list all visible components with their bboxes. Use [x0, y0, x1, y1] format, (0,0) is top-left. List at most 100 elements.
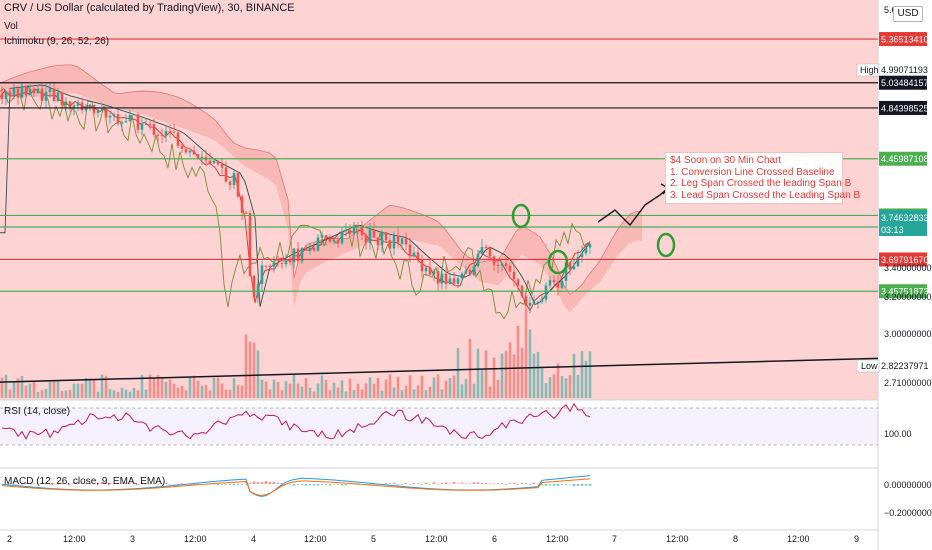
price-level-tag	[879, 252, 927, 267]
price-axis-tick: 3.00000000	[884, 329, 932, 339]
macd-histogram-bar	[180, 483, 184, 485]
price-axis-tick: 3.40000000	[884, 263, 932, 273]
macd-histogram-bar	[520, 482, 524, 484]
macd-histogram-bar	[48, 484, 52, 485]
macd-histogram-bar	[472, 482, 476, 484]
volume-bar	[540, 366, 544, 398]
volume-bar	[212, 377, 216, 398]
candle	[108, 115, 112, 118]
current-price-label: 3.74632833	[881, 213, 929, 223]
volume-bar	[496, 379, 500, 398]
candle	[176, 132, 180, 146]
candle	[368, 229, 372, 243]
macd-axis-tick: 0.00000000	[884, 480, 932, 490]
volume-bar	[568, 375, 572, 398]
candle	[392, 235, 396, 249]
candle	[48, 88, 52, 92]
candle	[180, 145, 184, 150]
volume-bar	[204, 384, 208, 398]
volume-bar	[28, 383, 32, 398]
candle	[104, 108, 108, 118]
candle	[124, 121, 128, 123]
volume-bar	[188, 376, 192, 398]
time-axis-label: 5	[371, 534, 376, 544]
candle	[76, 102, 80, 106]
macd-histogram-bar	[76, 482, 80, 484]
volume-bar	[576, 374, 580, 398]
macd-histogram-bar	[276, 482, 280, 484]
volume-bar	[16, 378, 20, 398]
candle	[472, 266, 476, 275]
macd-histogram-bar	[424, 482, 428, 484]
volume-bar	[100, 374, 104, 398]
macd-histogram-bar	[216, 484, 220, 486]
volume-label: Vol	[4, 21, 18, 32]
volume-bar	[88, 378, 92, 398]
volume-bar	[140, 374, 144, 398]
candle	[128, 115, 132, 122]
candle	[260, 265, 264, 285]
rsi-line	[1, 402, 591, 440]
volume-bar	[436, 374, 440, 398]
macd-histogram-bar	[256, 482, 260, 484]
signal-line	[1, 478, 591, 496]
price-level-tag	[879, 151, 927, 166]
volume-bar	[500, 353, 504, 398]
candle	[272, 262, 276, 267]
volume-bar	[476, 348, 480, 398]
macd-histogram-bar	[564, 484, 568, 485]
candle	[412, 252, 416, 257]
volume-bar	[24, 385, 28, 398]
candle	[184, 149, 188, 153]
macd-histogram-bar	[96, 482, 100, 484]
candle	[172, 131, 176, 133]
volume-bar	[532, 353, 536, 398]
current-price-tag	[879, 210, 927, 236]
volume-bar	[256, 350, 260, 398]
time-axis-label: 7	[612, 534, 617, 544]
candle	[352, 225, 356, 234]
macd-histogram-bar	[432, 482, 436, 484]
candle	[348, 229, 352, 234]
macd-histogram-bar	[168, 484, 172, 485]
volume-bar	[588, 351, 592, 398]
macd-histogram-bar	[532, 482, 536, 484]
volume-bar	[208, 390, 212, 398]
candle	[552, 280, 556, 283]
volume-bar	[440, 389, 444, 398]
macd-histogram-bar	[412, 483, 416, 484]
candle	[220, 164, 224, 168]
price-level-tag	[879, 284, 927, 299]
macd-histogram-bar	[568, 484, 572, 485]
volume-bar	[272, 379, 276, 398]
macd-histogram-bar	[148, 483, 152, 485]
macd-histogram-bar	[428, 484, 432, 485]
annotation-line: 2. Leg Span Crossed the leading Span B	[670, 178, 852, 189]
candle	[436, 271, 440, 284]
candle	[268, 266, 272, 268]
candle	[284, 260, 288, 265]
macd-histogram-bar	[536, 484, 540, 485]
macd-histogram-bar	[128, 483, 132, 485]
annotation-line: 3. Lead Span Crossed the Leading Span B	[670, 189, 861, 201]
candle	[80, 102, 84, 111]
volume-bar	[104, 375, 108, 398]
volume-bar	[456, 348, 460, 398]
time-axis-label: 12:00	[184, 534, 207, 544]
volume-bar	[484, 350, 488, 398]
volume-bar	[108, 388, 112, 398]
macd-histogram-bar	[268, 481, 272, 484]
time-axis-label: 12:00	[304, 534, 327, 544]
volume-bar	[148, 374, 152, 398]
currency-button[interactable]: USD	[893, 6, 923, 22]
macd-histogram-bar	[132, 482, 136, 484]
macd-histogram-bar	[464, 483, 468, 484]
candle	[580, 253, 584, 257]
candle	[4, 91, 8, 100]
price-level-tag	[879, 100, 927, 115]
candle	[276, 262, 280, 264]
candle	[464, 270, 468, 274]
volume-bar	[372, 383, 376, 398]
candle	[60, 92, 64, 106]
